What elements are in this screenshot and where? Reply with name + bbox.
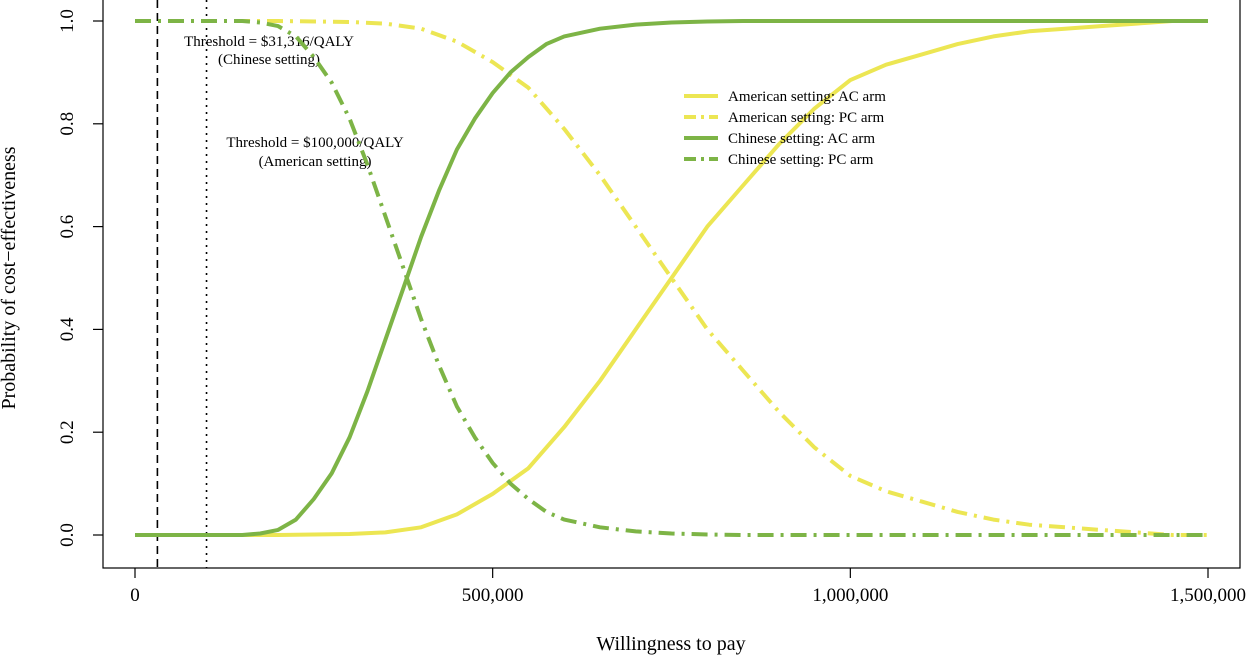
legend-label: Chinese setting: PC arm xyxy=(728,152,874,168)
series-line-chinese-setting-ac-arm xyxy=(135,19,1208,537)
series-line-american-setting-pc-arm xyxy=(135,19,1208,537)
threshold-sublabel: (Chinese setting) xyxy=(218,52,320,68)
x-tick-label: 1,000,000 xyxy=(812,585,888,606)
legend-label: American setting: AC arm xyxy=(728,89,886,105)
x-tick-label: 1,500,000 xyxy=(1170,585,1246,606)
y-tick-label: 0.6 xyxy=(57,215,78,239)
threshold-sublabel: (American setting) xyxy=(259,154,372,170)
series-lines xyxy=(135,19,1208,537)
x-tick-label: 0 xyxy=(130,585,140,606)
y-axis-title: Probability of cost−effectiveness xyxy=(0,146,20,409)
threshold-lines: Threshold = $31,316/QALY (Chinese setting… xyxy=(156,0,404,568)
y-tick-label: 0.0 xyxy=(57,523,78,547)
y-tick-label: 1.0 xyxy=(57,9,78,33)
y-tick-label: 0.4 xyxy=(57,317,78,341)
legend-label: Chinese setting: AC arm xyxy=(728,131,875,147)
x-tick-label: 500,000 xyxy=(462,585,524,606)
legend-label: American setting: PC arm xyxy=(728,110,885,126)
series-line-american-setting-ac-arm xyxy=(135,19,1208,537)
threshold-label: Threshold = $31,316/QALY xyxy=(184,34,354,50)
legend: American setting: AC arm American setting… xyxy=(684,89,886,168)
x-axis-title: Willingness to pay xyxy=(596,633,745,655)
y-tick-label: 0.8 xyxy=(57,112,78,136)
threshold-label: Threshold = $100,000/QALY xyxy=(226,135,404,151)
axes: 0 500,000 1,000,000 1,500,000 0.0 0.2 0.4 0.6 0.… xyxy=(57,0,1246,606)
series-line-chinese-setting-pc-arm xyxy=(135,19,1208,537)
y-tick-label: 0.2 xyxy=(57,420,78,444)
plot-frame xyxy=(102,0,1241,569)
